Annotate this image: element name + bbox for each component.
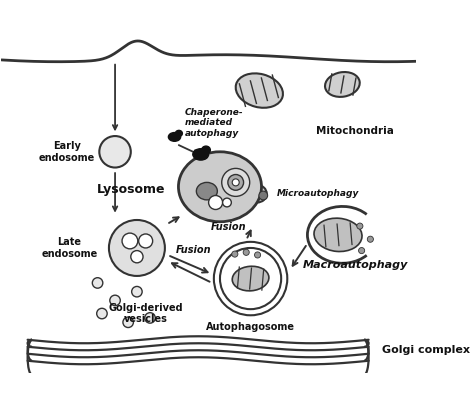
Circle shape (214, 242, 287, 315)
Ellipse shape (168, 133, 181, 141)
Circle shape (223, 198, 231, 207)
Text: Macroautophagy: Macroautophagy (303, 260, 408, 270)
Circle shape (122, 233, 138, 249)
Text: Mitochondria: Mitochondria (316, 125, 394, 136)
Circle shape (222, 168, 250, 196)
Circle shape (131, 251, 143, 263)
Ellipse shape (314, 218, 362, 252)
Text: Late
endosome: Late endosome (41, 237, 98, 259)
Circle shape (100, 136, 131, 168)
Circle shape (132, 287, 142, 297)
Ellipse shape (232, 266, 269, 291)
Text: Fusion: Fusion (176, 245, 211, 255)
Ellipse shape (175, 131, 182, 137)
Circle shape (110, 295, 120, 306)
Ellipse shape (325, 72, 360, 97)
Circle shape (232, 179, 239, 186)
Circle shape (259, 191, 268, 200)
Circle shape (145, 313, 155, 323)
Text: Golgi-derived
vesicles: Golgi-derived vesicles (109, 303, 183, 324)
Text: Golgi complex: Golgi complex (382, 345, 470, 355)
Circle shape (109, 220, 165, 276)
Circle shape (220, 248, 281, 309)
Circle shape (358, 248, 365, 254)
Ellipse shape (247, 185, 267, 203)
Ellipse shape (201, 146, 210, 154)
Circle shape (367, 236, 374, 242)
Circle shape (232, 251, 238, 257)
Text: Early
endosome: Early endosome (39, 141, 95, 163)
Ellipse shape (178, 152, 262, 222)
Ellipse shape (236, 73, 283, 108)
Ellipse shape (193, 149, 209, 160)
Circle shape (243, 249, 249, 256)
Text: Microautophagy: Microautophagy (277, 189, 360, 198)
Text: Chaperone-
mediated
autophagy: Chaperone- mediated autophagy (185, 108, 244, 138)
Circle shape (97, 308, 107, 319)
Circle shape (209, 195, 223, 209)
Circle shape (228, 174, 244, 190)
Text: Lysosome: Lysosome (97, 183, 165, 196)
Circle shape (123, 317, 133, 328)
Text: Autophagosome: Autophagosome (206, 322, 295, 332)
Ellipse shape (196, 182, 218, 200)
Circle shape (357, 223, 363, 229)
Circle shape (92, 278, 103, 288)
Text: Fusion: Fusion (211, 222, 246, 232)
Circle shape (139, 234, 153, 248)
Circle shape (255, 252, 261, 258)
